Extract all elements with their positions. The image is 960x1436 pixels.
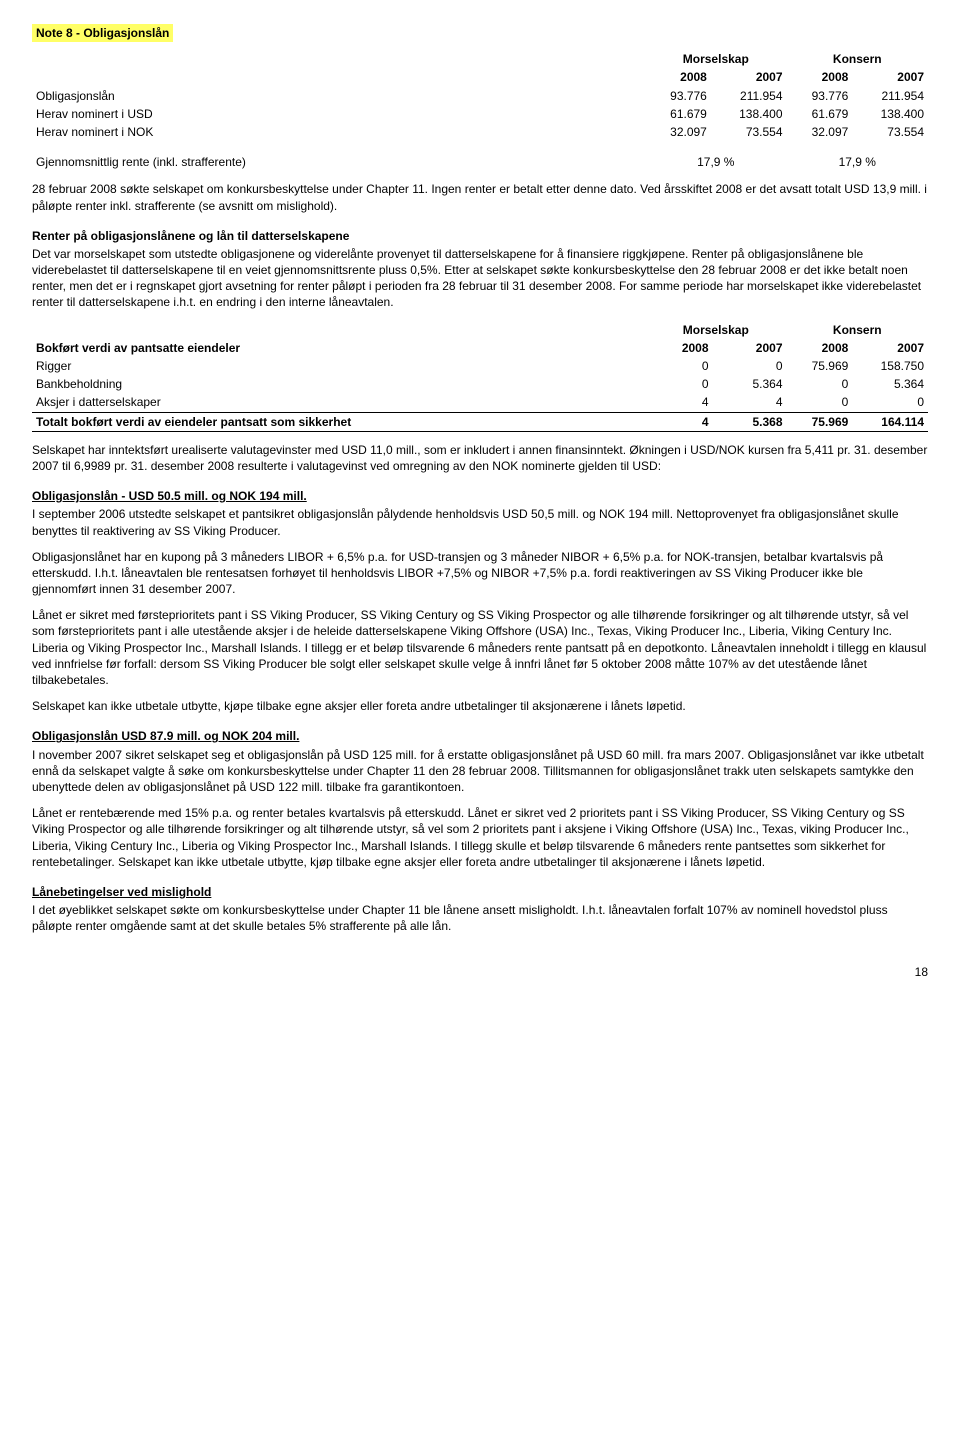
table-cell: 75.969 [787, 412, 853, 431]
paragraph: Selskapet har inntektsført urealiserte v… [32, 442, 928, 474]
table-row: Bankbeholdning 0 5.364 0 5.364 [32, 375, 928, 393]
group-header-konsern: Konsern [787, 50, 928, 68]
table-cell: 164.114 [852, 412, 928, 431]
paragraph: Lånet er rentebærende med 15% p.a. og re… [32, 805, 928, 870]
table-row: Aksjer i datterselskaper 4 4 0 0 [32, 393, 928, 412]
table-cell: 5.364 [852, 375, 928, 393]
table-cell: 158.750 [852, 357, 928, 375]
table-cell: 138.400 [711, 105, 787, 123]
year-header: 2008 [787, 68, 853, 86]
table-row: Herav nominert i USD 61.679 138.400 61.6… [32, 105, 928, 123]
page-number: 18 [32, 964, 928, 980]
table-row: Herav nominert i NOK 32.097 73.554 32.09… [32, 123, 928, 141]
table-cell: 17,9 % [787, 153, 928, 171]
table-cell: 4 [713, 393, 787, 412]
row-label: Herav nominert i NOK [32, 123, 645, 141]
row-label: Bankbeholdning [32, 375, 645, 393]
table-cell: 93.776 [787, 87, 853, 105]
table-cell: 61.679 [645, 105, 711, 123]
section-heading: Lånebetingelser ved mislighold [32, 884, 928, 900]
table-row: Obligasjonslån 93.776 211.954 93.776 211… [32, 87, 928, 105]
year-header: 2007 [711, 68, 787, 86]
table-cell: 17,9 % [645, 153, 786, 171]
table-row: Gjennomsnittlig rente (inkl. strafferent… [32, 153, 928, 171]
table-cell: 138.400 [852, 105, 928, 123]
table-cell: 4 [645, 393, 712, 412]
table-cell: 32.097 [787, 123, 853, 141]
table-cell: 211.954 [852, 87, 928, 105]
paragraph: Lånet er sikret med førsteprioritets pan… [32, 607, 928, 688]
group-header-morselskap: Morselskap [645, 321, 786, 339]
table-cell: 73.554 [852, 123, 928, 141]
paragraph: Selskapet kan ikke utbetale utbytte, kjø… [32, 698, 928, 714]
paragraph: Obligasjonslånet har en kupong på 3 måne… [32, 549, 928, 598]
paragraph: 28 februar 2008 søkte selskapet om konku… [32, 181, 928, 213]
paragraph: I september 2006 utstedte selskapet et p… [32, 506, 928, 538]
table-cell: 5.364 [713, 375, 787, 393]
note-title: Note 8 - Obligasjonslån [32, 24, 173, 42]
table-cell: 4 [645, 412, 712, 431]
table-cell: 73.554 [711, 123, 787, 141]
row-label: Gjennomsnittlig rente (inkl. strafferent… [32, 153, 645, 171]
table-cell: 5.368 [713, 412, 787, 431]
year-header: 2007 [713, 339, 787, 357]
table-cell: 0 [787, 375, 853, 393]
year-header: 2008 [787, 339, 853, 357]
row-label: Aksjer i datterselskaper [32, 393, 645, 412]
table-cell: 0 [713, 357, 787, 375]
row-label: Herav nominert i USD [32, 105, 645, 123]
table-cell: 0 [852, 393, 928, 412]
table-cell: 32.097 [645, 123, 711, 141]
table-cell: 211.954 [711, 87, 787, 105]
table-total-row: Totalt bokført verdi av eiendeler pantsa… [32, 412, 928, 431]
paragraph: I november 2007 sikret selskapet seg et … [32, 747, 928, 796]
obligasjonslaan-table: Morselskap Konsern 2008 2007 2008 2007 O… [32, 50, 928, 171]
group-header-morselskap: Morselskap [645, 50, 786, 68]
paragraph: I det øyeblikket selskapet søkte om konk… [32, 902, 928, 934]
year-header: 2008 [645, 339, 712, 357]
row-label: Totalt bokført verdi av eiendeler pantsa… [32, 412, 645, 431]
table-cell: 0 [787, 393, 853, 412]
row-label: Rigger [32, 357, 645, 375]
table-header-label: Bokført verdi av pantsatte eiendeler [32, 339, 645, 357]
section-heading: Renter på obligasjonslånene og lån til d… [32, 228, 928, 244]
table-cell: 93.776 [645, 87, 711, 105]
group-header-konsern: Konsern [787, 321, 929, 339]
year-header: 2007 [852, 68, 928, 86]
pledged-assets-table: Morselskap Konsern Bokført verdi av pant… [32, 321, 928, 432]
table-cell: 61.679 [787, 105, 853, 123]
paragraph: Det var morselskapet som utstedte obliga… [32, 246, 928, 311]
section-heading: Obligasjonslån USD 87.9 mill. og NOK 204… [32, 728, 928, 744]
year-header: 2007 [852, 339, 928, 357]
table-cell: 75.969 [787, 357, 853, 375]
year-header: 2008 [645, 68, 711, 86]
section-heading: Obligasjonslån - USD 50.5 mill. og NOK 1… [32, 488, 928, 504]
table-cell: 0 [645, 375, 712, 393]
table-row: Rigger 0 0 75.969 158.750 [32, 357, 928, 375]
table-cell: 0 [645, 357, 712, 375]
row-label: Obligasjonslån [32, 87, 645, 105]
